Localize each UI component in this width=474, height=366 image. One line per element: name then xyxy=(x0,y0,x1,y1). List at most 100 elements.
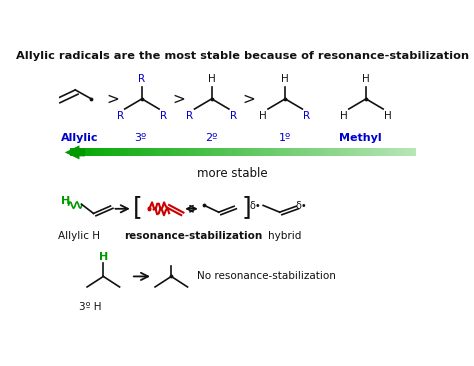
FancyArrow shape xyxy=(307,149,308,156)
FancyArrow shape xyxy=(160,149,162,156)
FancyArrow shape xyxy=(371,149,372,156)
FancyArrow shape xyxy=(111,149,112,156)
FancyArrow shape xyxy=(369,149,371,156)
FancyArrow shape xyxy=(294,149,295,156)
FancyArrow shape xyxy=(366,149,367,156)
FancyArrow shape xyxy=(78,149,80,156)
FancyArrow shape xyxy=(361,149,363,156)
FancyArrow shape xyxy=(157,149,158,156)
FancyArrow shape xyxy=(191,149,193,156)
FancyArrow shape xyxy=(74,149,75,156)
Text: R: R xyxy=(160,111,167,121)
FancyArrow shape xyxy=(339,149,340,156)
FancyArrow shape xyxy=(414,149,416,156)
FancyArrow shape xyxy=(109,149,111,156)
FancyArrow shape xyxy=(253,149,254,156)
FancyArrow shape xyxy=(313,149,314,156)
FancyArrow shape xyxy=(207,149,208,156)
Text: >: > xyxy=(106,92,119,107)
FancyArrow shape xyxy=(245,149,246,156)
FancyArrow shape xyxy=(388,149,389,156)
FancyArrow shape xyxy=(264,149,265,156)
FancyArrow shape xyxy=(404,149,405,156)
FancyArrow shape xyxy=(335,149,336,156)
FancyArrow shape xyxy=(265,149,266,156)
FancyArrow shape xyxy=(175,149,176,156)
FancyArrow shape xyxy=(72,149,73,156)
FancyArrow shape xyxy=(158,149,159,156)
Text: H: H xyxy=(340,111,348,121)
FancyArrow shape xyxy=(189,149,191,156)
FancyArrow shape xyxy=(164,149,165,156)
FancyArrow shape xyxy=(94,149,96,156)
FancyArrow shape xyxy=(342,149,343,156)
FancyArrow shape xyxy=(356,149,358,156)
FancyArrow shape xyxy=(186,149,187,156)
FancyArrow shape xyxy=(284,149,285,156)
FancyArrow shape xyxy=(178,149,179,156)
FancyArrow shape xyxy=(86,149,88,156)
Text: 1º: 1º xyxy=(279,133,292,143)
FancyArrow shape xyxy=(181,149,182,156)
FancyArrow shape xyxy=(351,149,352,156)
FancyArrow shape xyxy=(413,149,414,156)
Text: 3º: 3º xyxy=(134,133,146,143)
FancyArrow shape xyxy=(179,149,180,156)
FancyArrow shape xyxy=(393,149,395,156)
FancyArrow shape xyxy=(188,149,189,156)
FancyArrow shape xyxy=(156,149,157,156)
FancyArrow shape xyxy=(329,149,330,156)
FancyArrow shape xyxy=(83,149,84,156)
FancyArrow shape xyxy=(136,149,137,156)
FancyArrow shape xyxy=(228,149,229,156)
FancyArrow shape xyxy=(358,149,359,156)
FancyArrow shape xyxy=(73,149,74,156)
FancyArrow shape xyxy=(249,149,250,156)
Text: Allylic: Allylic xyxy=(61,133,98,143)
FancyArrow shape xyxy=(347,149,348,156)
FancyArrow shape xyxy=(368,149,369,156)
FancyArrow shape xyxy=(240,149,241,156)
FancyArrow shape xyxy=(276,149,277,156)
FancyArrow shape xyxy=(229,149,231,156)
FancyArrow shape xyxy=(392,149,393,156)
FancyArrow shape xyxy=(336,149,337,156)
Text: R: R xyxy=(186,111,193,121)
FancyArrow shape xyxy=(203,149,204,156)
FancyArrow shape xyxy=(209,149,210,156)
FancyArrow shape xyxy=(242,149,244,156)
FancyArrow shape xyxy=(321,149,322,156)
FancyArrow shape xyxy=(252,149,253,156)
FancyArrow shape xyxy=(244,149,245,156)
Text: >: > xyxy=(242,92,255,107)
FancyArrow shape xyxy=(246,149,247,156)
FancyArrow shape xyxy=(236,149,237,156)
FancyArrow shape xyxy=(80,149,81,156)
Text: H: H xyxy=(99,251,108,262)
FancyArrow shape xyxy=(162,149,163,156)
FancyArrow shape xyxy=(287,149,289,156)
FancyArrow shape xyxy=(126,149,127,156)
FancyArrow shape xyxy=(142,149,143,156)
FancyArrow shape xyxy=(171,149,172,156)
FancyArrow shape xyxy=(324,149,326,156)
FancyArrow shape xyxy=(225,149,226,156)
Text: H: H xyxy=(208,74,216,84)
Text: >: > xyxy=(172,92,185,107)
Text: [: [ xyxy=(133,195,143,219)
FancyArrow shape xyxy=(248,149,249,156)
FancyArrow shape xyxy=(163,149,164,156)
FancyArrow shape xyxy=(212,149,213,156)
FancyArrow shape xyxy=(359,149,360,156)
FancyArrow shape xyxy=(101,149,102,156)
FancyArrow shape xyxy=(385,149,387,156)
FancyArrow shape xyxy=(250,149,252,156)
FancyArrow shape xyxy=(340,149,342,156)
FancyArrow shape xyxy=(301,149,302,156)
FancyArrow shape xyxy=(123,149,125,156)
FancyArrow shape xyxy=(194,149,195,156)
FancyArrow shape xyxy=(299,149,300,156)
FancyArrow shape xyxy=(271,149,273,156)
FancyArrow shape xyxy=(279,149,281,156)
FancyArrow shape xyxy=(379,149,380,156)
